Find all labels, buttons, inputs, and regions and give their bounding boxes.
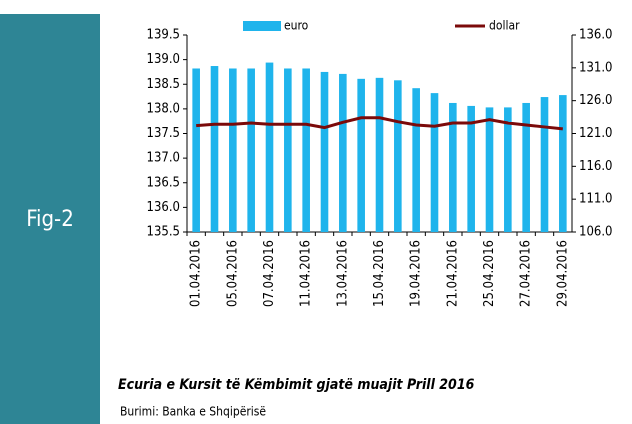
bar — [302, 68, 310, 233]
y-tick-label: 136.5 — [147, 175, 180, 190]
y-tick-label: 137.0 — [147, 151, 180, 166]
bar — [357, 78, 365, 233]
bar — [540, 97, 549, 233]
y2-tick-label: 126.0 — [579, 93, 612, 108]
bar — [265, 62, 274, 232]
y-tick-label: 136.0 — [147, 200, 180, 215]
bar — [430, 93, 439, 233]
x-tick-label: 13.04.2016 — [335, 240, 350, 307]
x-tick-label: 15.04.2016 — [372, 240, 387, 307]
x-tick-label: 19.04.2016 — [409, 240, 424, 307]
x-tick-label: 27.04.2016 — [519, 240, 534, 307]
bar — [504, 107, 512, 232]
bar — [559, 95, 567, 233]
figure-label: Fig-2 — [26, 207, 74, 232]
y2-tick-label: 121.0 — [579, 126, 612, 141]
source: Burimi: Banka e Shqipërisë — [120, 405, 266, 419]
bar — [320, 71, 329, 232]
line — [196, 116, 563, 131]
legend-swatch — [243, 21, 281, 31]
bar — [229, 68, 237, 233]
x-tick-label: 29.04.2016 — [555, 240, 570, 307]
y-tick-label: 137.5 — [147, 126, 180, 141]
bar — [394, 80, 402, 232]
bar — [412, 88, 420, 232]
bar — [210, 66, 219, 232]
bar — [247, 68, 255, 233]
y2-tick-label: 106.0 — [579, 225, 612, 240]
legend-label: dollar — [489, 19, 520, 33]
bar — [449, 102, 457, 232]
x-tick-label: 01.04.2016 — [189, 240, 204, 307]
y2-tick-label: 131.0 — [579, 60, 612, 75]
bar — [192, 68, 200, 233]
bar — [284, 68, 292, 233]
bar — [522, 102, 530, 232]
y2-tick-label: 136.0 — [579, 28, 612, 43]
caption: Ecuria e Kursit të Këmbimit gjatë muajit… — [118, 377, 475, 393]
bar — [467, 105, 475, 232]
bar — [339, 73, 347, 232]
y-tick-label: 138.5 — [147, 77, 180, 92]
x-tick-label: 11.04.2016 — [299, 240, 314, 307]
y-tick-label: 138.0 — [147, 101, 180, 116]
x-tick-label: 07.04.2016 — [262, 240, 277, 307]
y-tick-label: 135.5 — [147, 225, 180, 240]
legend-label: euro — [284, 19, 309, 33]
x-tick-label: 21.04.2016 — [445, 240, 460, 307]
y2-tick-label: 111.0 — [579, 192, 612, 207]
x-tick-label: 25.04.2016 — [482, 240, 497, 307]
bar — [375, 77, 384, 232]
sidebar — [0, 14, 100, 424]
y-tick-label: 139.5 — [147, 28, 180, 43]
y-tick-label: 139.0 — [147, 52, 180, 67]
bar — [485, 107, 494, 232]
y2-tick-label: 116.0 — [579, 159, 612, 174]
x-tick-label: 05.04.2016 — [225, 240, 240, 307]
